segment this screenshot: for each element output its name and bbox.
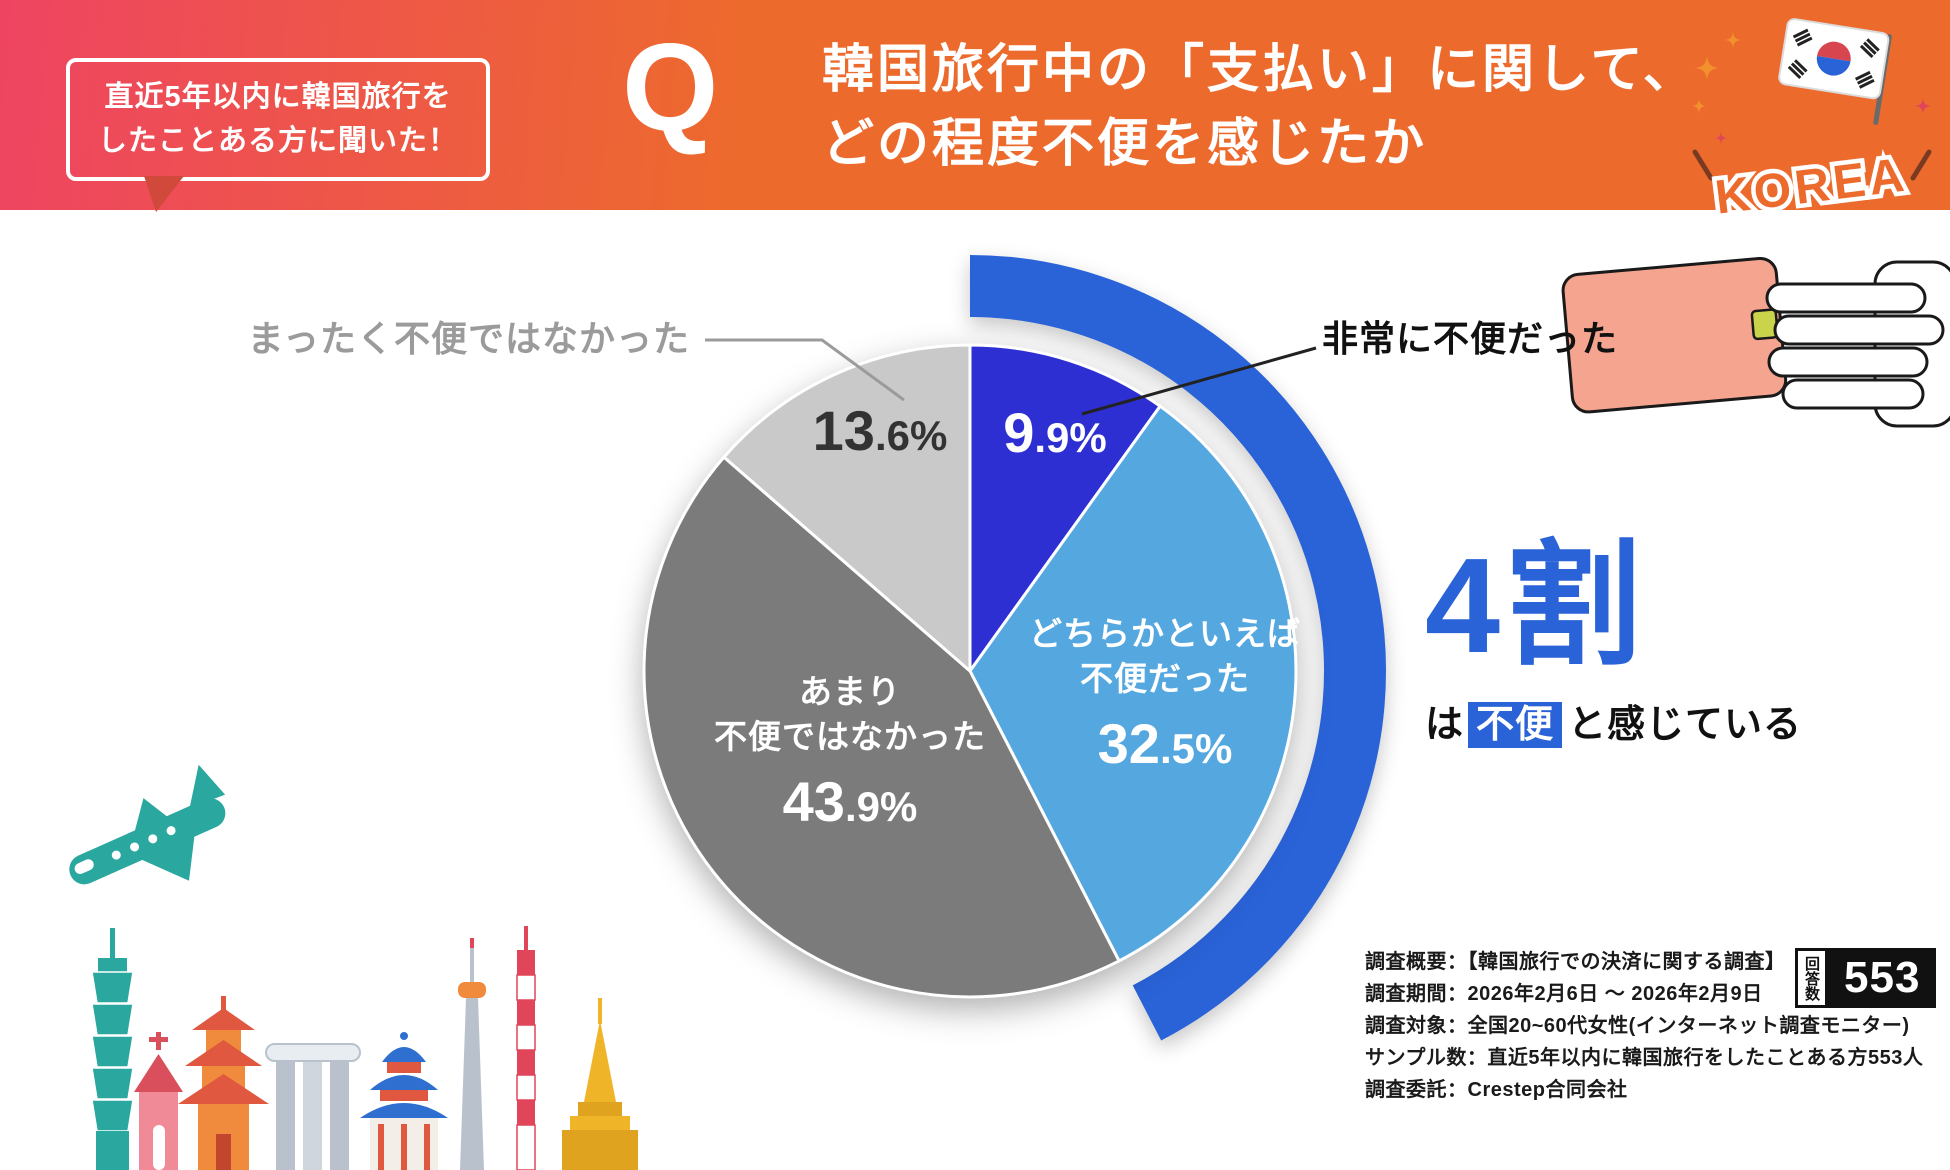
survey-outline: 調査概要：【韓国旅行での決済に関する調査】 調査期間：2026年2月6日 ～ 2…	[1365, 946, 1940, 1106]
slice-value-int: 9	[1003, 401, 1035, 464]
marina-bay-sands-icon	[265, 1043, 361, 1170]
survey-line: 調査対象：全国20~60代女性(インターネット調査モニター)	[1365, 1015, 1910, 1037]
callout-lines	[705, 338, 1317, 416]
seoul-tower-icon	[458, 938, 486, 1170]
slice-label-text: あまり	[799, 673, 901, 710]
card-chip-icon	[1750, 308, 1779, 341]
slice-label-text: 不便だった	[1080, 659, 1250, 697]
callout-line-not-at-all	[705, 338, 905, 402]
pagoda-icon	[178, 996, 269, 1170]
sparkle-icons	[1692, 32, 1931, 144]
survey-line: 調査概要：【韓国旅行での決済に関する調査】	[1365, 951, 1786, 973]
slice-value-not-very: 43.9%	[655, 769, 1045, 834]
slice-label-somewhat: どちらかといえば 不便だった 32.5%	[1000, 612, 1330, 776]
slice-value-very: 9.9%	[975, 400, 1135, 465]
pie-slice-2	[642, 455, 1121, 999]
conclusion-highlight: 不便	[1468, 702, 1563, 748]
skyline-illustration	[91, 926, 638, 1170]
slice-label-text: どちらかといえば	[1029, 615, 1301, 652]
golden-spire-icon	[562, 998, 638, 1170]
page-title: 韓国旅行中の「支払い」に関して、 どの程度不便を感じたか	[822, 34, 1698, 182]
slice-value-int: 32	[1097, 712, 1160, 776]
conclusion-big-number: 4割	[1425, 530, 1648, 681]
slice-value-int: 13	[812, 399, 875, 462]
korea-flag-decoration: KOREA	[1692, 18, 1932, 229]
slice-value-dec: .6%	[874, 412, 948, 459]
temple-icon	[360, 1032, 448, 1170]
question-letter: Q	[622, 19, 719, 157]
survey-line: サンプル数：直近5年以内に韓国旅行をしたことある方553人	[1365, 1047, 1924, 1069]
conclusion-block: 4割 は不便 と感じている	[1425, 538, 1802, 748]
survey-line: 調査期間：2026年2月6日 ～ 2026年2月9日	[1365, 983, 1763, 1005]
airplane-icon	[69, 764, 226, 885]
slice-label-text: 不便ではなかった	[714, 717, 986, 755]
audience-note-bubble: 直近5年以内に韓国旅行を したことある方に聞いた！	[66, 58, 491, 212]
title-line2: どの程度不便を感じたか	[822, 114, 1428, 173]
respondents-label: 回答数	[1795, 948, 1828, 1008]
title-line1: 韓国旅行中の「支払い」に関して、	[822, 41, 1698, 99]
slice-label-not-very: あまり 不便ではなかった 43.9%	[655, 670, 1045, 834]
slice-value-dec: .5%	[1159, 725, 1233, 773]
survey-line: 調査委託：Crestep合同会社	[1365, 1079, 1628, 1101]
conclusion-sentence: は不便 と感じている	[1425, 693, 1802, 748]
audience-note-line2: したことある方に聞いた！	[98, 124, 459, 157]
conclusion-suffix: と感じている	[1568, 704, 1803, 746]
church-icon	[134, 1032, 183, 1170]
slice-value-dec: .9%	[1034, 414, 1107, 461]
slice-value-somewhat: 32.5%	[1000, 711, 1330, 776]
pie-slice-1	[968, 404, 1298, 963]
credit-card-hand-illustration	[1561, 256, 1950, 428]
korea-flag-icon	[1778, 18, 1892, 126]
slice-value-int: 43	[782, 770, 845, 834]
hand-icon	[1765, 260, 1950, 428]
taipei101-icon	[91, 928, 134, 1170]
highlight-arc	[969, 255, 1386, 1041]
pie-slices	[642, 343, 1298, 999]
korea-emphasis-lines	[1692, 149, 1932, 181]
pie-slice-0	[968, 343, 1162, 673]
slice-value-dec: .9%	[844, 783, 918, 831]
striped-tower-icon	[516, 926, 536, 1170]
audience-note-line1: 直近5年以内に韓国旅行を	[104, 81, 452, 113]
callout-label-very: 非常に不便だった	[1322, 318, 1619, 359]
header: 直近5年以内に韓国旅行を したことある方に聞いた！ Q 韓国旅行中の「支払い」に…	[0, 0, 1950, 212]
pie-slice-3	[722, 343, 972, 673]
pie-chart-svg	[642, 255, 1386, 1041]
slice-value-not-at-all: 13.6%	[795, 398, 965, 463]
callout-line-very	[1081, 346, 1317, 416]
conclusion-prefix: は	[1425, 704, 1465, 746]
respondents-count: 553	[1828, 948, 1937, 1008]
callout-label-not-at-all: まったく不便ではなかった	[247, 318, 690, 359]
respondents-badge: 回答数 553	[1795, 948, 1937, 1008]
korea-label: KOREA	[1712, 148, 1910, 224]
